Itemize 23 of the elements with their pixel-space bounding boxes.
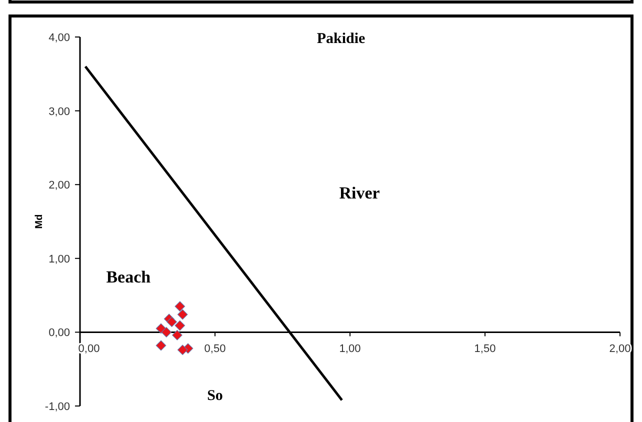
point (161, 327, 172, 338)
point (172, 330, 182, 340)
point (174, 301, 186, 312)
x-tick-label: 2,00 (609, 343, 631, 356)
y-tick-label: 1,00 (48, 253, 70, 266)
point (174, 320, 186, 331)
annotation: River (339, 183, 380, 202)
y-tick-label: 0,00 (48, 327, 70, 340)
chart-title: Pakidie (316, 31, 366, 47)
point (156, 340, 166, 351)
point (177, 344, 188, 356)
point (166, 316, 177, 328)
y-tick-label: 4,00 (48, 32, 70, 44)
y-tick-label: -1,00 (44, 401, 70, 413)
x-axis-title: So (207, 388, 223, 404)
point (177, 309, 188, 320)
y-axis-title: Md (34, 214, 45, 229)
y-tick-label: 2,00 (48, 180, 70, 192)
y-tick-label: 3,00 (48, 106, 70, 118)
annotation: Beach (106, 268, 152, 287)
x-tick-label: 0,50 (204, 343, 226, 356)
x-tick-label: 1,00 (339, 343, 361, 356)
x-tick-label: 1,50 (474, 343, 496, 356)
